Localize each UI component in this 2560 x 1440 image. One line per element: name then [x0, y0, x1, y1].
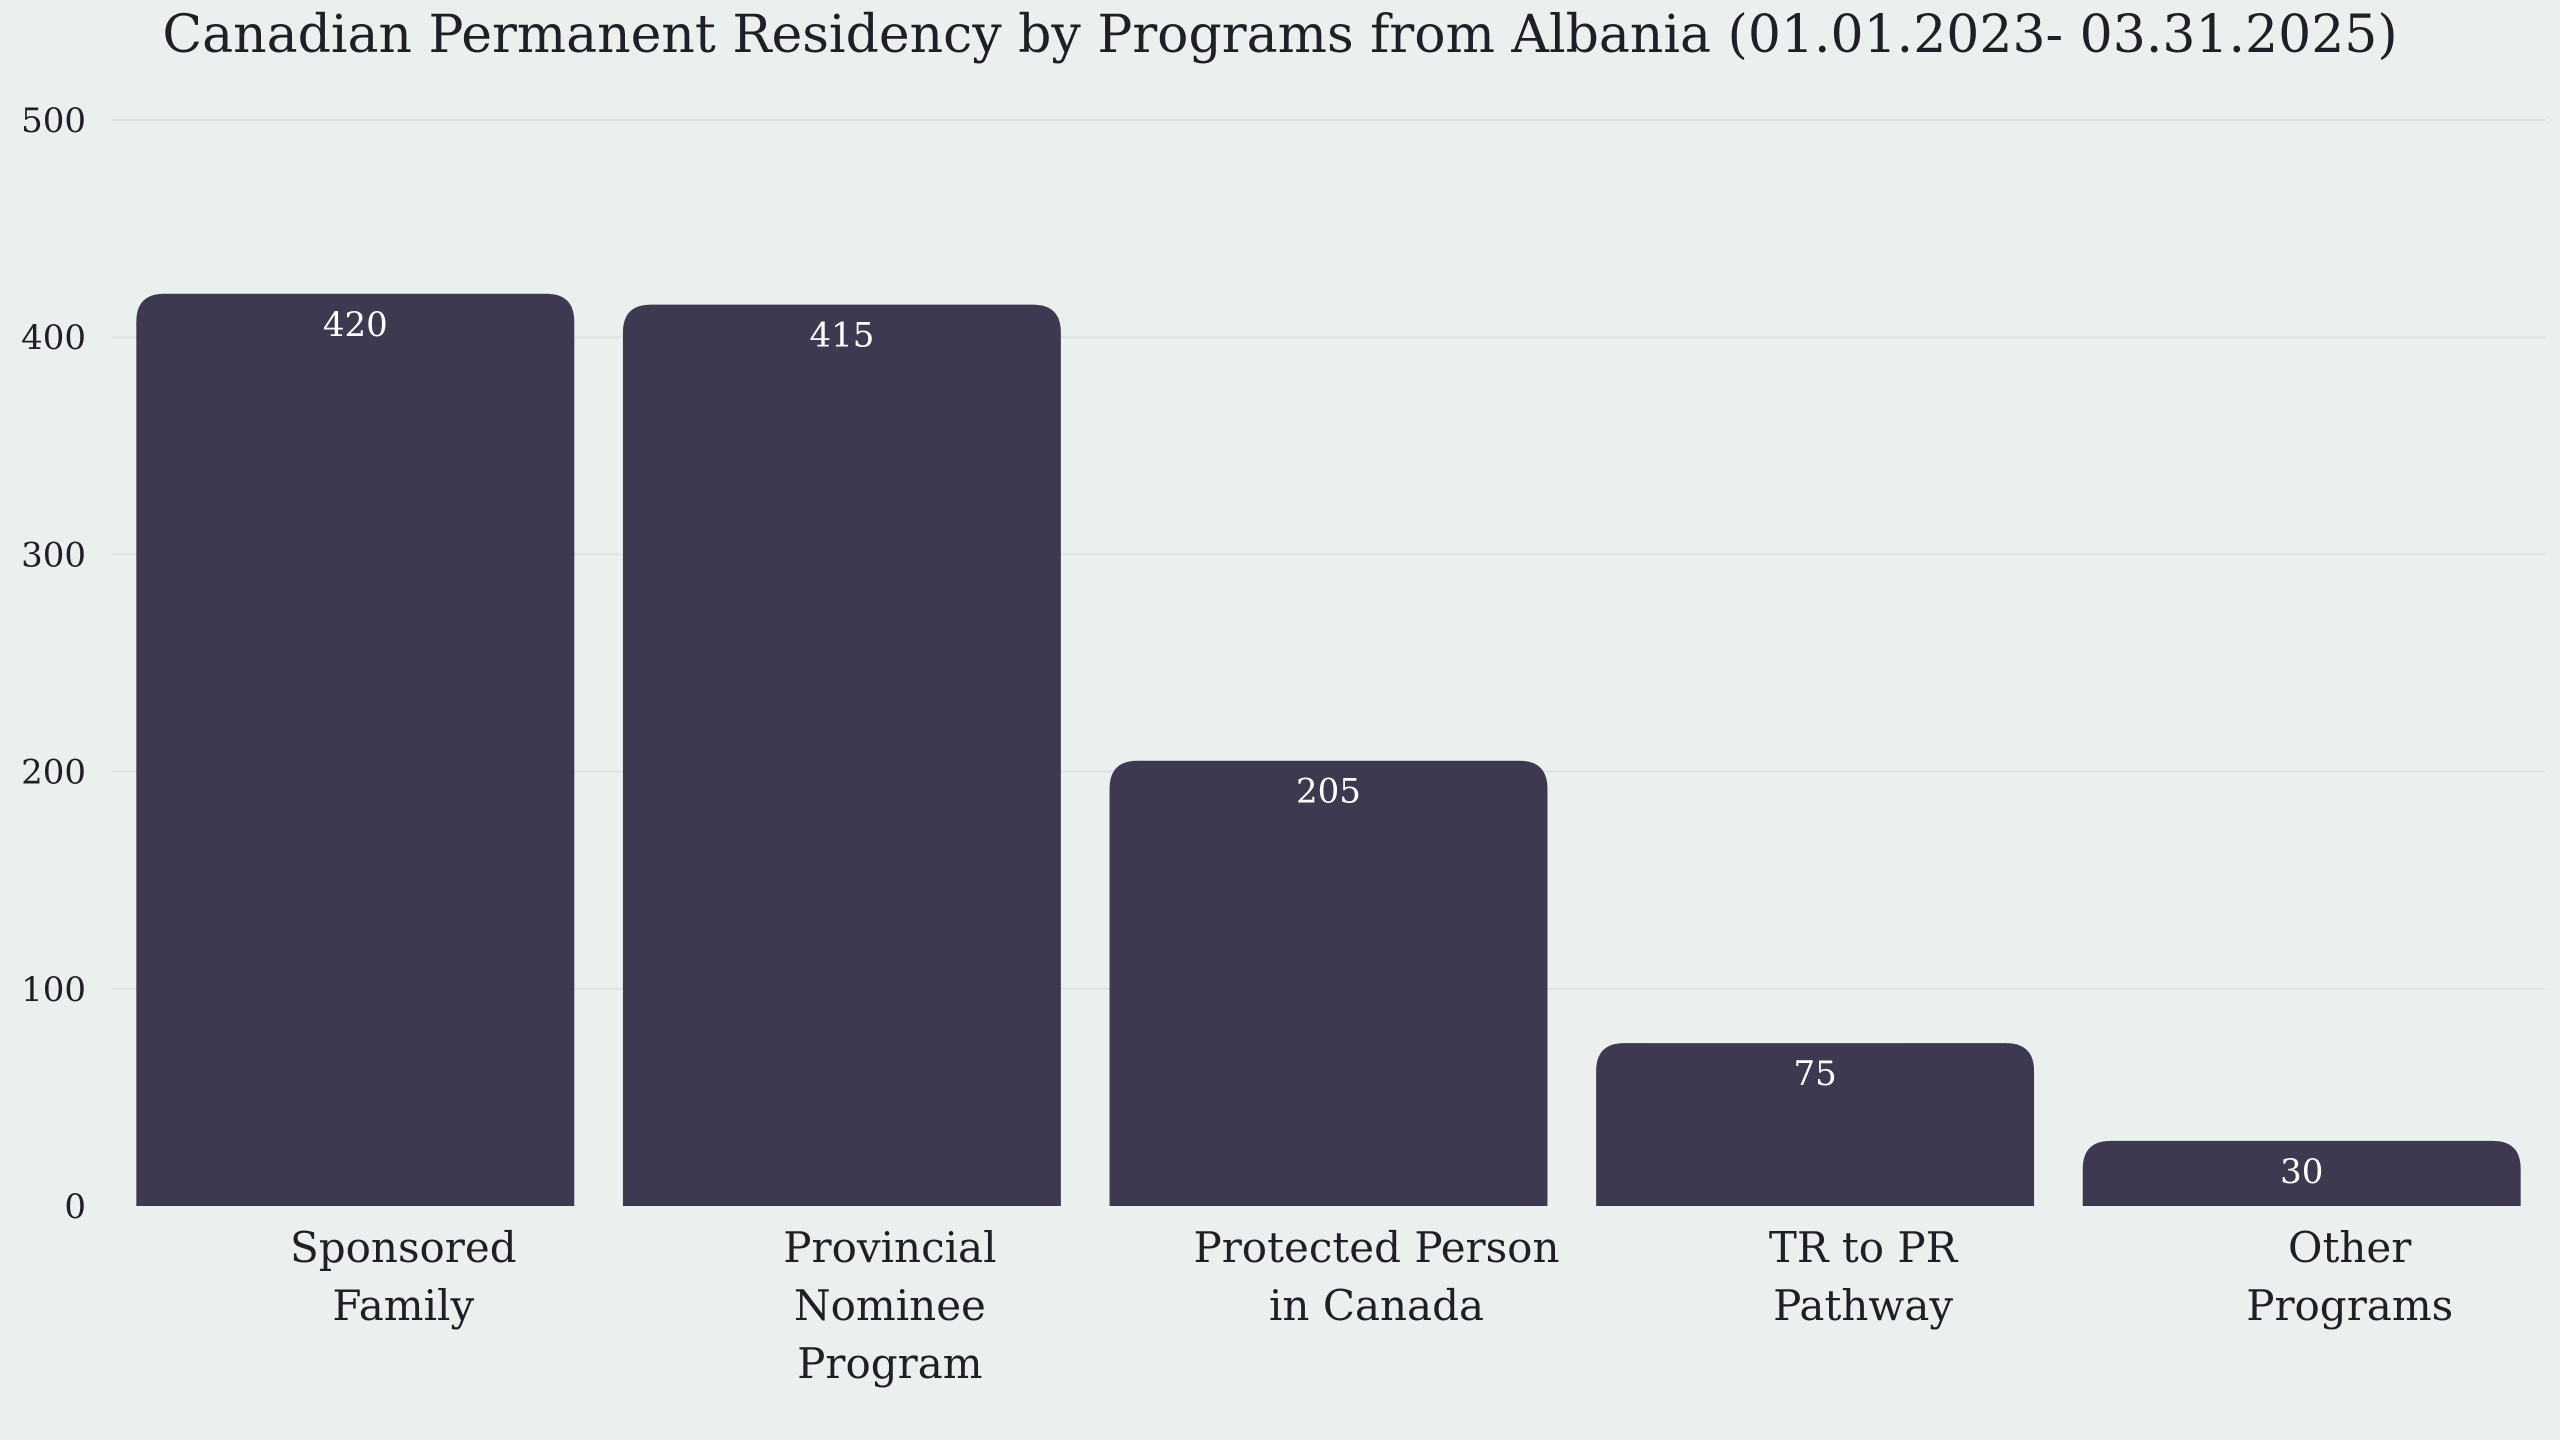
bars: 420 415 205 75 30 [136, 293, 2521, 1206]
data-label: 75 [1793, 1054, 1836, 1094]
x-tick-label: Protected Person in Canada [1193, 1223, 1559, 1330]
x-tick-label-line: Family [332, 1281, 474, 1330]
bar [1109, 760, 1548, 1206]
y-tick-label: 0 [64, 1187, 86, 1227]
x-tick-label-line: Provincial [783, 1223, 996, 1272]
x-tick-label: Other Programs [2246, 1223, 2453, 1330]
bar [622, 304, 1061, 1206]
x-tick-label: Sponsored Family [290, 1223, 517, 1330]
data-label: 205 [1296, 772, 1361, 812]
x-tick-label-line: Programs [2246, 1281, 2453, 1330]
x-tick-label-line: Other [2288, 1223, 2412, 1272]
y-tick-label: 100 [21, 970, 86, 1010]
x-tick-label-line: Protected Person [1193, 1223, 1559, 1272]
y-tick-label: 200 [21, 753, 86, 793]
x-tick-label-line: Sponsored [290, 1223, 517, 1272]
y-tick-label: 500 [21, 101, 86, 141]
bar [2082, 1140, 2521, 1206]
x-tick-label-line: Program [797, 1339, 982, 1388]
bar [136, 293, 575, 1206]
chart-title: Canadian Permanent Residency by Programs… [162, 5, 2397, 65]
data-label: 420 [323, 305, 388, 345]
data-label: 415 [809, 316, 874, 356]
x-tick-label: TR to PR Pathway [1769, 1223, 1959, 1330]
x-tick-label-line: Nominee [794, 1281, 986, 1330]
y-tick-label: 400 [21, 318, 86, 358]
bar [1596, 1043, 2035, 1206]
y-tick-label: 300 [21, 535, 86, 575]
data-label: 30 [2280, 1152, 2323, 1192]
x-tick-label-line: Pathway [1773, 1281, 1953, 1330]
x-tick-label-line: in Canada [1269, 1281, 1484, 1330]
x-tick-label-line: TR to PR [1769, 1223, 1959, 1272]
x-tick-label: Provincial Nominee Program [783, 1223, 996, 1388]
y-axis: 0 100 200 300 400 500 [21, 101, 86, 1227]
